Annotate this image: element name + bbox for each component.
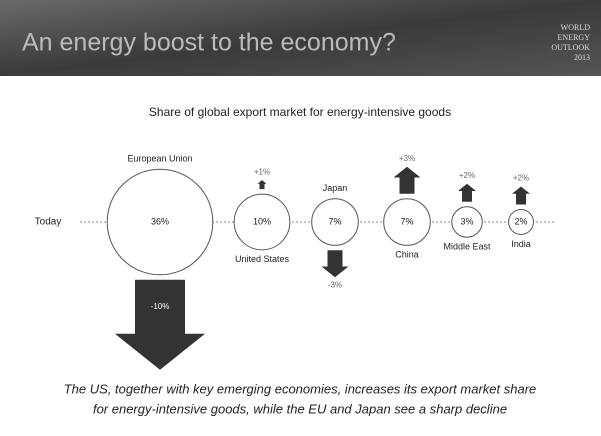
bubble [311,198,359,246]
change-label: +2% [459,171,475,180]
change-arrow [257,180,267,190]
value-label: 10% [253,216,271,226]
banner [0,0,601,76]
change-arrow [512,186,530,205]
logo-line: ENERGY [558,33,591,42]
bubble [383,198,431,246]
change-arrow [458,183,476,202]
change-arrow [115,279,205,370]
change-label: +3% [399,154,415,163]
row-label: Today [35,217,62,228]
category-label: Middle East [443,242,491,252]
category-label: India [511,239,531,249]
bubble [106,168,214,276]
caption-line: The US, together with key emerging econo… [64,381,537,396]
caption-line: for energy-intensive goods, while the EU… [93,401,507,416]
category-label: China [395,250,419,260]
logo-line: OUTLOOK [551,43,590,52]
value-label: 3% [460,216,473,226]
logo-line: WORLD [561,23,591,32]
change-arrow [393,166,421,194]
change-label: -3% [328,280,342,289]
subtitle: Share of global export market for energy… [149,105,451,119]
change-label: -10% [151,302,170,311]
bubble [451,206,483,238]
change-label: +2% [513,174,529,183]
bubble [508,209,534,235]
change-arrow [321,250,349,278]
value-label: 2% [514,216,527,226]
logo-line: 2013 [574,53,590,62]
category-label: European Union [127,154,192,164]
slide-title: An energy boost to the economy? [22,29,396,57]
category-label: Japan [323,183,348,193]
bubble [233,193,291,251]
value-label: 36% [151,216,169,226]
category-label: United States [235,254,290,264]
change-label: +1% [254,167,270,176]
value-label: 7% [328,216,341,226]
value-label: 7% [400,216,413,226]
